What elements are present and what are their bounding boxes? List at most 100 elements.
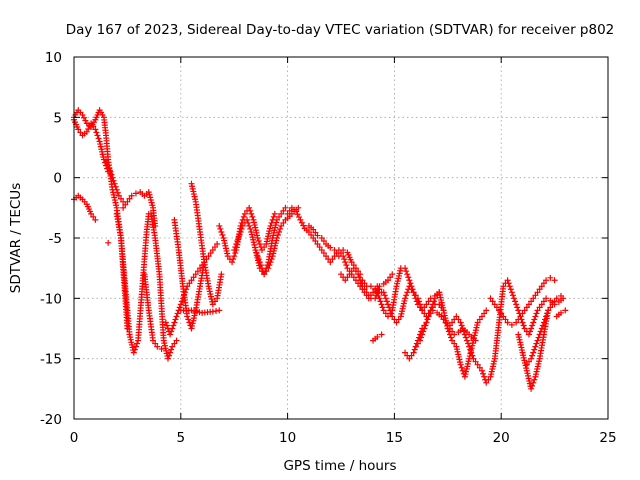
data-point [384, 277, 391, 284]
data-point [534, 337, 541, 344]
data-point [274, 231, 281, 238]
data-point [164, 355, 171, 362]
data-point [515, 316, 522, 323]
data-point [342, 259, 349, 266]
data-point [173, 337, 180, 344]
data-point [348, 259, 355, 266]
data-point [363, 289, 370, 296]
data-point [231, 247, 238, 254]
data-point [458, 364, 465, 371]
data-point [147, 196, 154, 203]
data-point [273, 216, 280, 223]
data-point [344, 265, 351, 272]
data-point [531, 376, 538, 383]
data-point [88, 120, 95, 127]
data-point [421, 325, 428, 332]
data-point [535, 334, 542, 341]
data-point [417, 301, 424, 308]
data-point [344, 274, 351, 281]
data-point [474, 319, 481, 326]
data-point [148, 199, 155, 206]
data-point [521, 325, 528, 332]
x-tick-label: 20 [493, 430, 510, 446]
data-point [530, 295, 537, 302]
data-point [377, 298, 384, 305]
data-point [404, 271, 411, 278]
data-point [205, 253, 212, 260]
data-point [483, 379, 490, 386]
data-point [534, 289, 541, 296]
data-point [235, 235, 242, 241]
data-point [504, 319, 511, 326]
data-point [378, 331, 385, 338]
data-point [387, 307, 394, 314]
data-point [429, 307, 436, 314]
data-point [316, 244, 323, 251]
data-point [113, 186, 120, 193]
data-point [472, 358, 479, 365]
data-point [93, 129, 100, 136]
data-point [543, 313, 550, 320]
data-point [335, 253, 342, 260]
data-point [531, 316, 538, 323]
data-point [382, 295, 389, 302]
data-point [191, 308, 198, 315]
data-point [429, 301, 436, 308]
data-point [513, 301, 520, 308]
series-trace-t [380, 283, 447, 326]
data-point [193, 308, 200, 315]
data-point [105, 162, 112, 169]
data-point [529, 352, 536, 359]
data-point [461, 331, 468, 338]
data-point [419, 307, 426, 314]
data-point [273, 235, 280, 241]
data-point [340, 247, 347, 254]
x-tick-label: 15 [386, 430, 403, 446]
data-point [132, 190, 139, 197]
data-point [541, 316, 548, 323]
data-point [528, 385, 535, 392]
data-point [381, 292, 388, 299]
data-point [327, 259, 334, 266]
data-point [472, 337, 479, 344]
data-point [247, 225, 254, 232]
data-point [310, 235, 317, 241]
data-point [491, 301, 498, 308]
data-point [176, 304, 183, 311]
data-point [506, 283, 513, 290]
data-point [106, 165, 113, 172]
data-point [395, 316, 402, 323]
data-point [174, 310, 181, 317]
data-point [531, 346, 538, 353]
data-point [154, 343, 161, 350]
data-point [505, 280, 512, 287]
data-point [114, 189, 121, 196]
data-point [211, 298, 218, 305]
data-point [261, 244, 268, 251]
data-point [476, 364, 483, 371]
data-point [466, 343, 473, 350]
data-point [408, 352, 415, 359]
data-point [388, 310, 395, 317]
data-point [514, 304, 521, 311]
series-trace-r [338, 265, 396, 302]
data-point [383, 298, 390, 305]
data-point [218, 271, 225, 278]
data-point [539, 322, 546, 329]
data-point [245, 219, 252, 226]
data-point [92, 126, 99, 133]
data-point [134, 340, 141, 347]
data-point [295, 214, 302, 221]
data-point [314, 241, 321, 248]
data-point [169, 325, 176, 332]
data-point [166, 352, 173, 359]
data-point [359, 277, 366, 284]
x-axis-label: GPS time / hours [283, 458, 396, 474]
data-point [424, 316, 431, 323]
data-point [308, 231, 315, 238]
data-point [323, 253, 330, 260]
data-point [246, 222, 253, 229]
data-point [504, 277, 511, 284]
data-point [507, 286, 514, 293]
data-point [184, 313, 191, 320]
